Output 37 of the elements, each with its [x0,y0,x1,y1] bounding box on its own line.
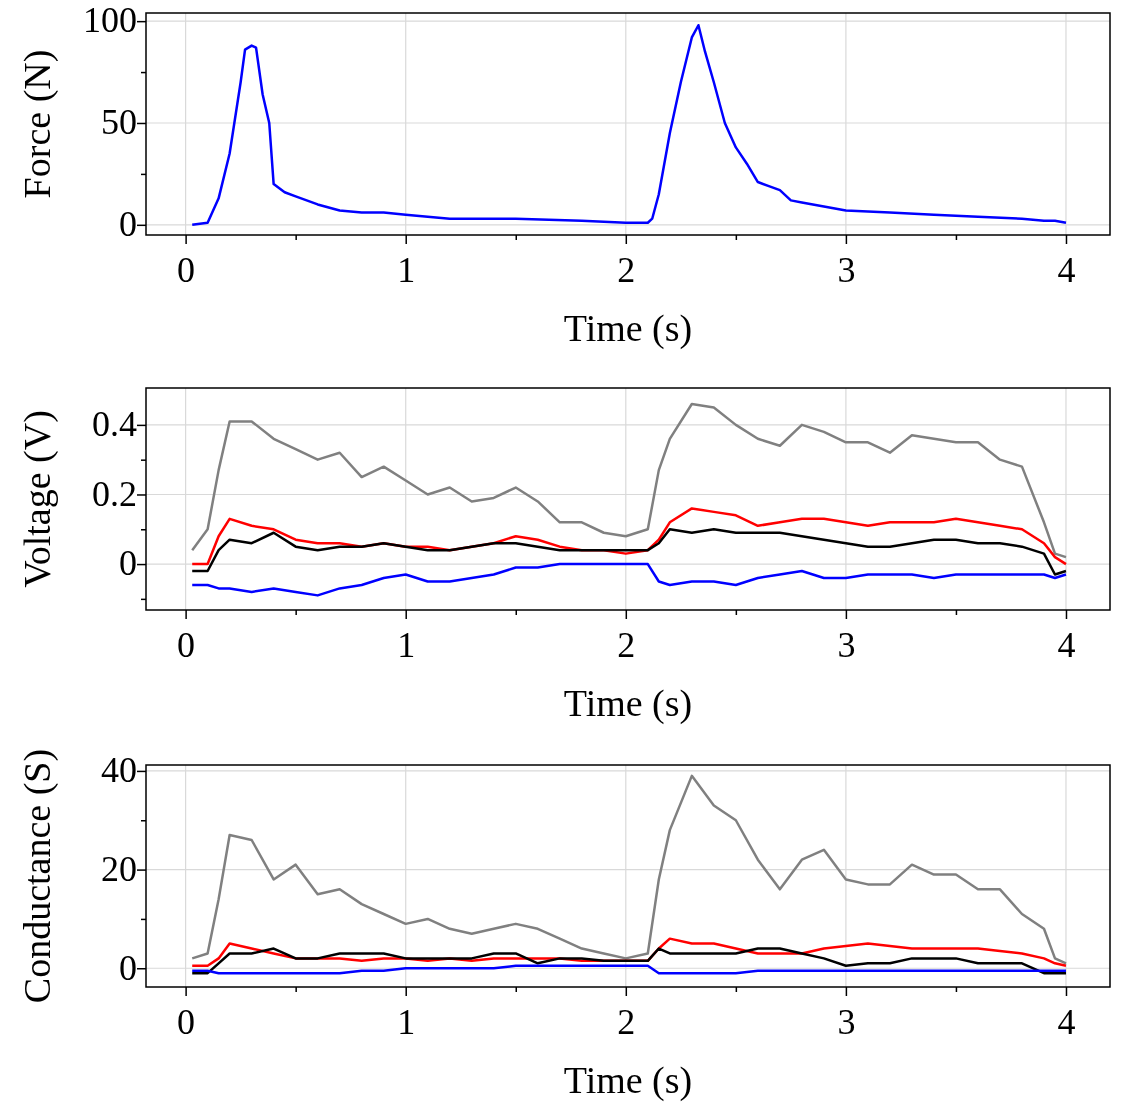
x-tick-label: 1 [397,1001,416,1042]
line-series [190,964,1068,975]
y-tick-label: 0.2 [92,473,137,514]
x-tick-label: 0 [177,1001,196,1042]
x-tick-label: 1 [397,624,416,665]
x-tick-label: 3 [837,1001,856,1042]
x-tick-label: 2 [617,249,636,290]
y-axis-title: Voltage (V) [16,410,59,588]
x-tick-label: 2 [617,624,636,665]
x-tick-label: 3 [837,249,856,290]
y-tick-label: 0 [119,204,137,245]
x-axis-title: Time (s) [563,682,693,725]
line-series [190,774,1068,965]
x-tick-label: 0 [177,249,196,290]
line-series [190,23,1068,227]
y-tick-label: 0.4 [92,404,137,445]
line-series [190,562,1068,597]
y-tick-label: 20 [101,848,137,889]
x-axis-title: Time (s) [563,307,693,350]
y-tick-label: 40 [101,750,137,791]
x-tick-label: 4 [1057,624,1076,665]
x-tick-label: 3 [837,624,856,665]
y-axis-title: Conductance (S) [16,748,59,1004]
y-tick-label: 0 [119,543,137,584]
x-axis-title: Time (s) [563,1059,693,1102]
line-series [190,528,1068,576]
x-tick-label: 1 [397,249,416,290]
y-tick-label: 50 [101,102,137,143]
y-tick-label: 0 [119,947,137,988]
x-tick-label: 2 [617,1001,636,1042]
line-series [190,947,1068,975]
x-tick-label: 4 [1057,249,1076,290]
line-series [190,402,1068,559]
x-tick-label: 4 [1057,1001,1076,1042]
y-tick-label: 100 [83,0,137,41]
x-tick-label: 0 [177,624,196,665]
y-axis-title: Force (N) [16,49,59,199]
